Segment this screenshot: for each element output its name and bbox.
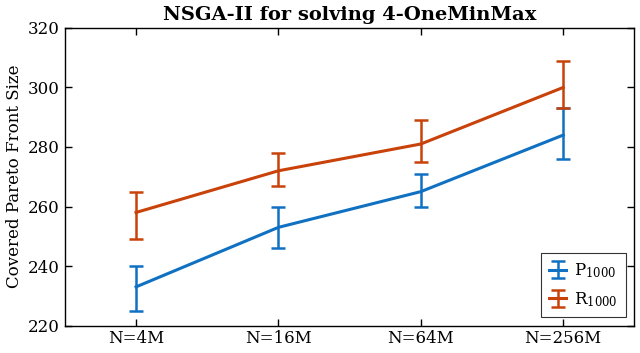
Title: NSGA-II for solving 4-OneMinMax: NSGA-II for solving 4-OneMinMax: [163, 6, 536, 24]
Y-axis label: Covered Pareto Front Size: Covered Pareto Front Size: [6, 65, 22, 288]
Legend: P$_{1000}$, R$_{1000}$: P$_{1000}$, R$_{1000}$: [541, 253, 626, 317]
